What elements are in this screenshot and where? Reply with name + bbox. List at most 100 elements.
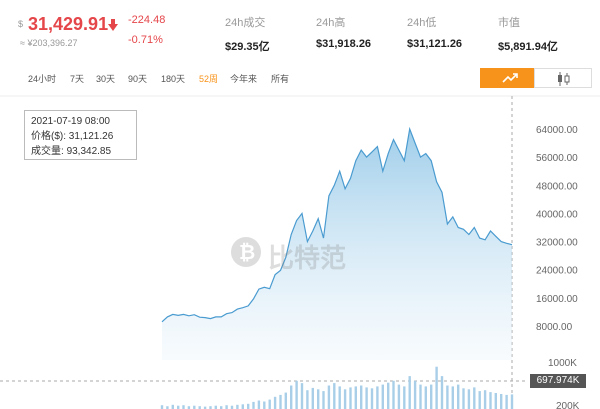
volume-bar <box>300 383 304 409</box>
volume-bar <box>505 394 508 409</box>
volume-bar <box>263 401 266 409</box>
volume-bar <box>440 376 444 409</box>
volume-bar <box>193 405 196 409</box>
volume-bar <box>424 386 427 409</box>
volume-tick-200k: 200K <box>556 401 580 409</box>
stat-label: 24h成交 <box>225 17 266 29</box>
tooltip-price-row: 价格($): 31,121.26 <box>31 129 130 144</box>
range-24h[interactable]: 24小时 <box>28 74 57 84</box>
volume-bar <box>317 389 320 409</box>
volume-bar <box>483 390 487 409</box>
volume-bar <box>220 406 223 409</box>
range-30d[interactable]: 30天 <box>96 74 116 84</box>
volume-bar <box>257 400 261 409</box>
volume-bar <box>343 389 347 409</box>
volume-bar <box>214 405 217 409</box>
volume-bar <box>510 394 514 409</box>
y-tick-label: 8000.00 <box>536 322 573 333</box>
volume-bar <box>457 384 460 409</box>
volume-bar <box>327 385 331 409</box>
y-tick-label: 16000.00 <box>536 294 578 305</box>
range-7d[interactable]: 7天 <box>70 74 85 84</box>
range-52w[interactable]: 52周 <box>199 74 219 84</box>
range-toolbar: 24小时 7天 30天 90天 180天 52周 今年来 所有 <box>0 66 600 92</box>
volume-bar <box>295 380 298 409</box>
cny-price: ≈ ¥203,396.27 <box>20 38 78 48</box>
volume-bar <box>413 380 417 409</box>
price-area <box>162 129 512 360</box>
volume-bar <box>236 404 239 409</box>
volume-bar <box>160 405 164 409</box>
range-ytd[interactable]: 今年来 <box>230 74 258 84</box>
volume-bar <box>392 380 395 409</box>
volume-bar <box>494 393 497 409</box>
price-tooltip: 2021-07-19 08:00 价格($): 31,121.26 成交量: 9… <box>24 110 137 160</box>
y-axis-ticks: 64000.00 56000.00 48000.00 40000.00 32000.00… <box>536 125 578 333</box>
range-all[interactable]: 所有 <box>271 74 290 84</box>
volume-bar <box>489 392 492 409</box>
down-arrow-icon <box>108 19 118 31</box>
volume-bar <box>273 396 277 409</box>
volume-bar <box>397 384 401 409</box>
stat-24h-low: 24h低 $31,121.26 <box>407 14 462 50</box>
tooltip-price-value: 31,121.26 <box>68 131 114 142</box>
volume-bar <box>435 366 438 409</box>
volume-bar <box>473 387 476 409</box>
volume-bar <box>268 399 271 409</box>
volume-bar <box>446 385 449 409</box>
range-180d[interactable]: 180天 <box>161 74 186 84</box>
range-90d[interactable]: 90天 <box>128 74 148 84</box>
volume-bar <box>370 388 374 409</box>
tooltip-date: 2021-07-19 08:00 <box>31 116 110 127</box>
volume-bar <box>230 405 234 409</box>
y-tick-label: 64000.00 <box>536 125 578 136</box>
volume-bar <box>187 406 191 409</box>
volume-bar <box>171 404 174 409</box>
volume-bar <box>360 385 363 409</box>
price-change-pct: -0.71% <box>128 34 163 46</box>
stat-24h-volume: 24h成交 $29.35亿 <box>225 14 270 54</box>
stat-value: $29.35亿 <box>225 41 270 53</box>
volume-bar <box>306 390 309 409</box>
volume-bar <box>381 384 384 409</box>
volume-bars <box>160 366 514 409</box>
volume-bar <box>177 405 180 409</box>
volume-bar <box>322 391 325 409</box>
volume-bar <box>209 406 212 409</box>
volume-bar <box>333 383 336 409</box>
volume-bar <box>225 405 228 409</box>
crosshair-value-label: 697.974K <box>530 374 586 388</box>
stat-value: $5,891.94亿 <box>498 41 558 53</box>
watermark: ₿ 比特范 <box>230 236 346 273</box>
volume-bar <box>198 406 201 409</box>
volume-bar <box>403 386 406 409</box>
volume-bar <box>284 392 287 409</box>
line-chart-icon <box>502 73 518 83</box>
volume-bar <box>354 386 357 409</box>
volume-bar <box>408 376 411 409</box>
volume-bar <box>247 403 250 409</box>
volume-bar <box>252 401 255 409</box>
volume-bar <box>241 404 244 409</box>
watermark-text: 比特范 <box>268 243 347 273</box>
volume-bar <box>279 394 282 409</box>
candlestick-chart-button[interactable] <box>534 68 592 88</box>
volume-bar <box>311 387 314 409</box>
stat-value: $31,918.26 <box>316 38 372 50</box>
y-tick-label: 32000.00 <box>536 238 578 249</box>
volume-bar <box>462 388 465 409</box>
stat-label: 24h低 <box>407 17 437 29</box>
line-chart-button[interactable] <box>480 68 538 88</box>
volume-bar <box>290 385 293 409</box>
tooltip-volume-label: 成交量: <box>31 146 64 157</box>
y-tick-label: 56000.00 <box>536 153 578 164</box>
volume-bar <box>467 389 471 409</box>
current-price: 31,429.91 <box>28 14 109 34</box>
volume-bar <box>500 394 503 409</box>
bitcoin-logo-icon: ₿ <box>231 237 261 267</box>
stat-24h-high: 24h高 $31,918.26 <box>316 14 371 50</box>
tooltip-price-label: 价格($): <box>31 131 66 142</box>
stat-market-cap: 市值 $5,891.94亿 <box>498 14 558 54</box>
volume-bar <box>338 386 341 409</box>
